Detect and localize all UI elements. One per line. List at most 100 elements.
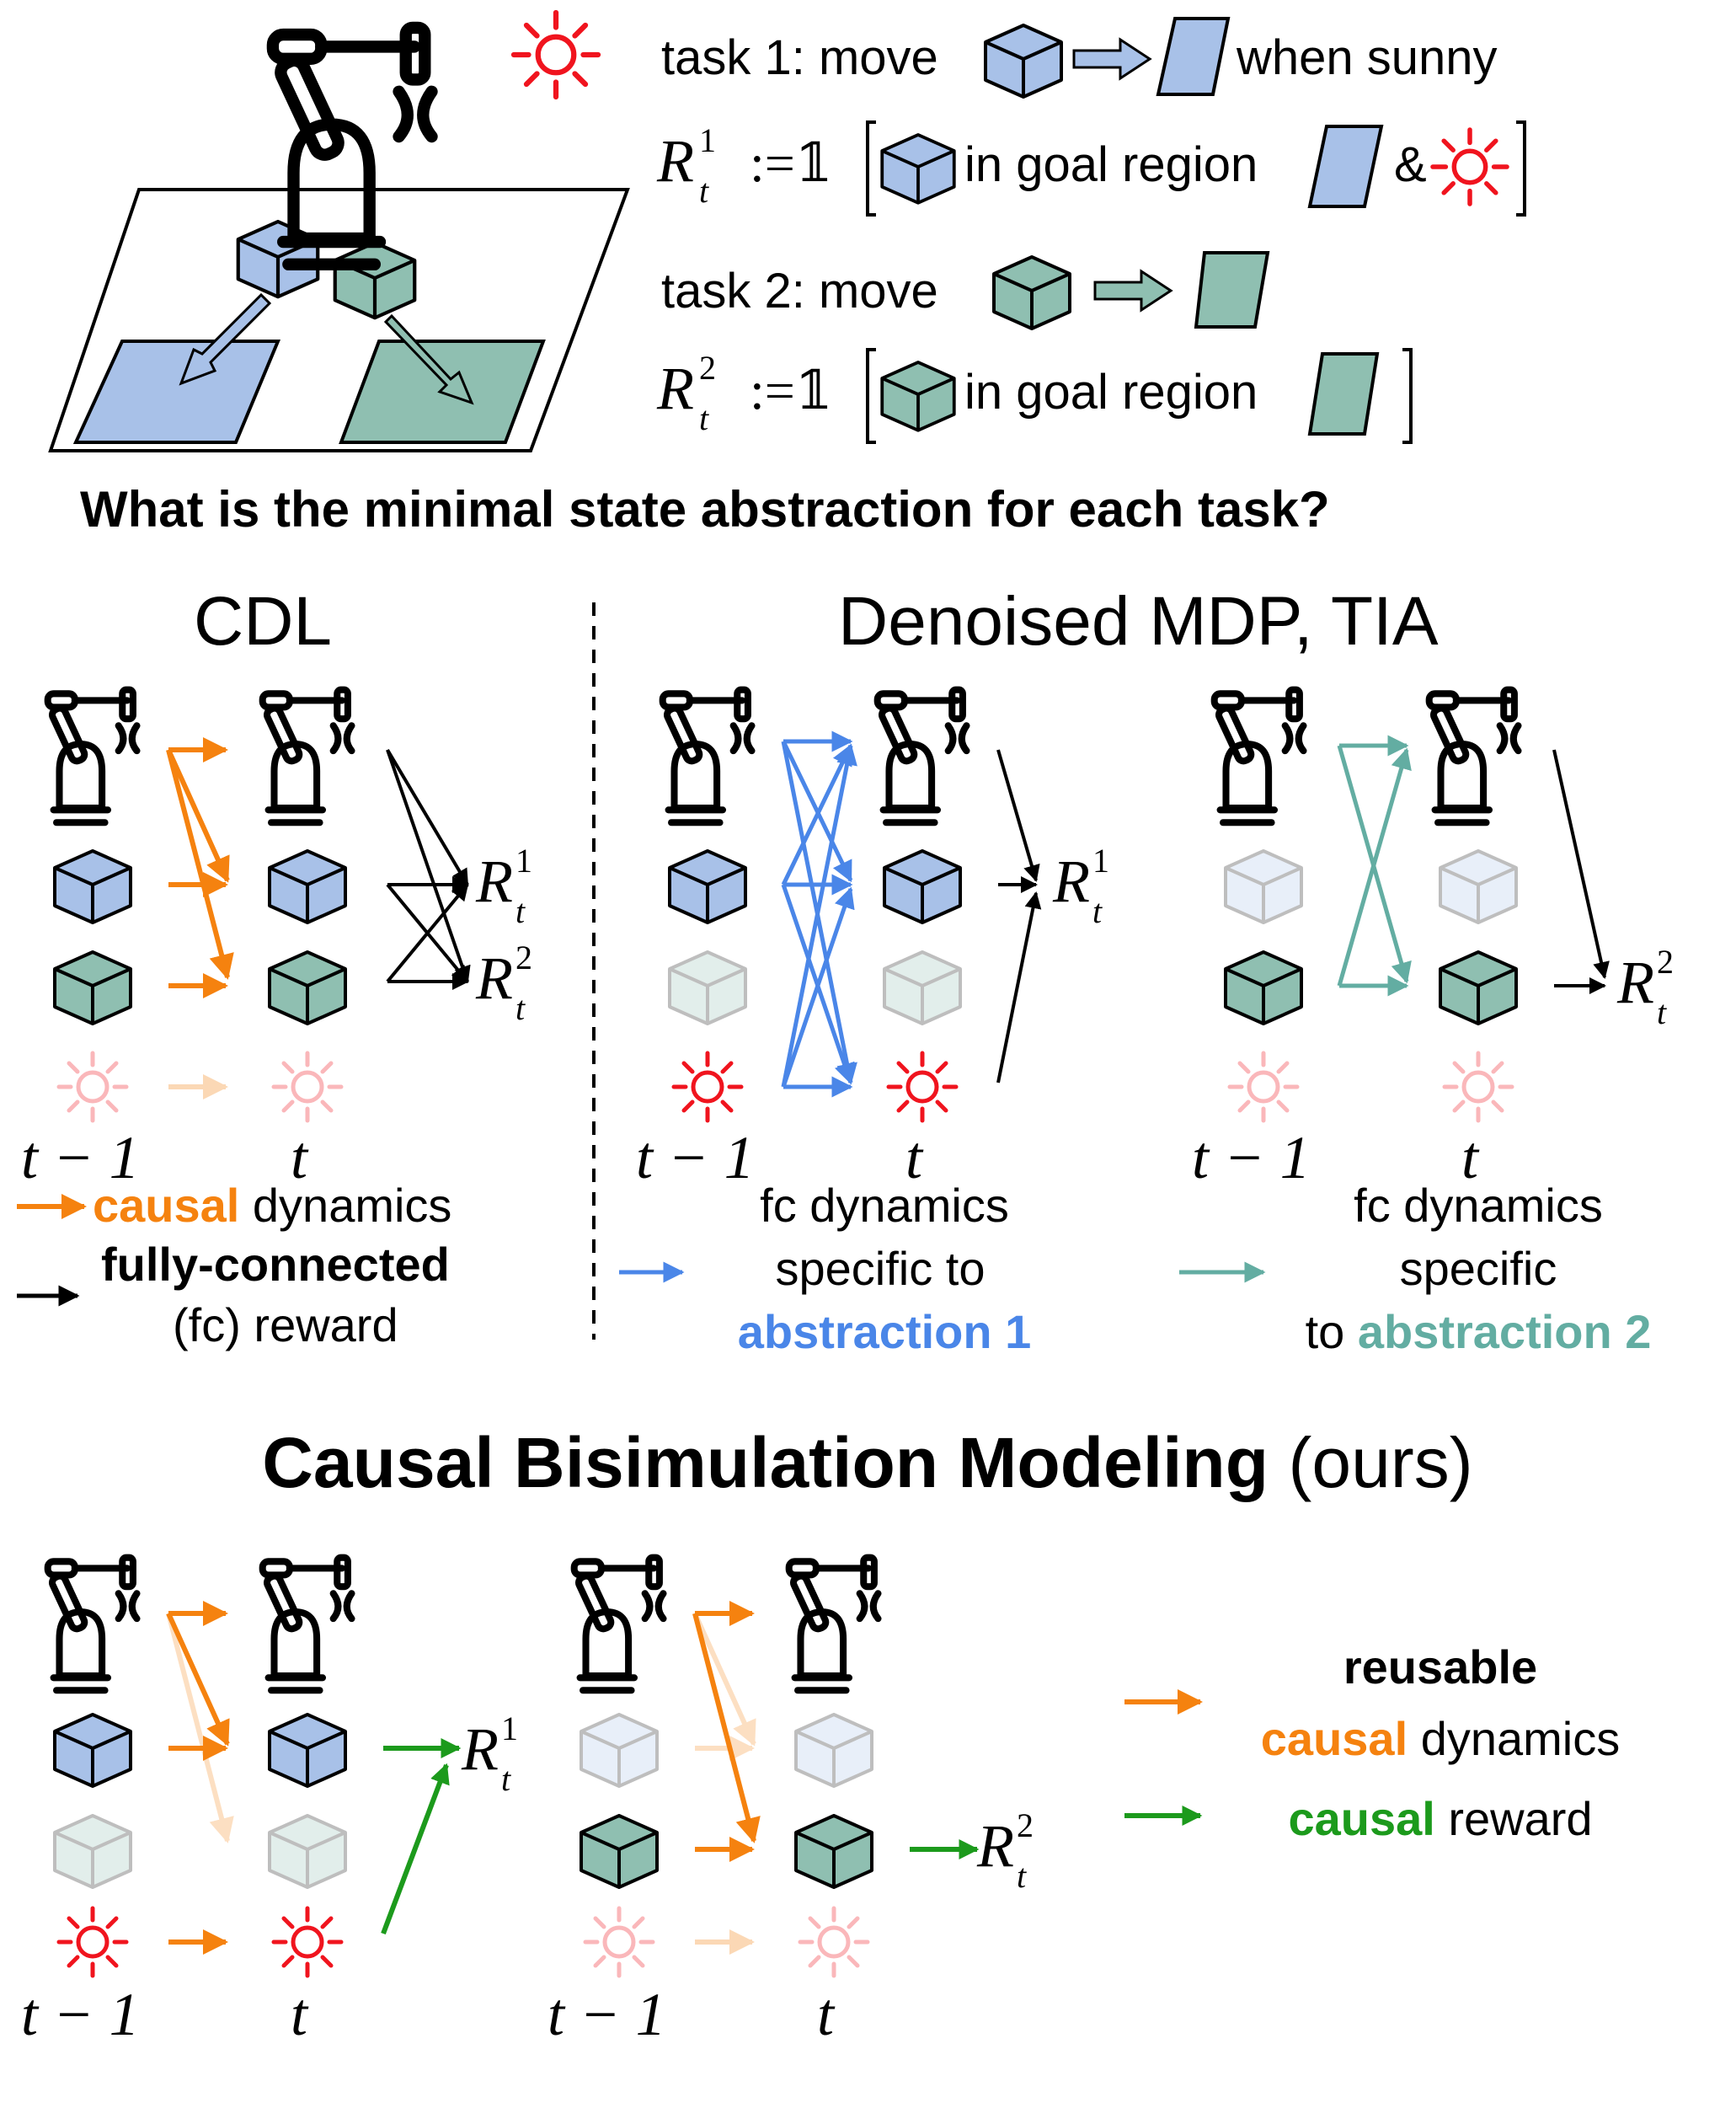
svg-text:t: t xyxy=(1657,993,1667,1031)
svg-text:2: 2 xyxy=(1017,1806,1034,1844)
cbm-title-bold: Causal Bisimulation Modeling xyxy=(262,1423,1269,1502)
robot-arm-icon xyxy=(263,690,352,823)
reward1-assign: :=𝟙 xyxy=(750,133,832,193)
cdl-title: CDL xyxy=(194,583,332,660)
cbm1-causal-arrows xyxy=(166,1601,234,1955)
svg-text:causal dynamics: causal dynamics xyxy=(93,1179,451,1232)
svg-text:R: R xyxy=(461,1715,499,1783)
svg-text:R: R xyxy=(475,848,513,915)
blue-cube-icon xyxy=(984,24,1063,99)
cbm1-time-now: t xyxy=(291,1981,309,2048)
cbm1-causal-reward-arrows xyxy=(381,1738,462,1935)
hollow-arrow-icon xyxy=(1093,269,1173,313)
svg-text:R: R xyxy=(475,944,513,1012)
cbm-legend-reward: reward xyxy=(1448,1792,1592,1845)
cdl-legend-reward: (fc) reward xyxy=(173,1298,398,1351)
blue-cube-icon xyxy=(53,849,132,924)
blue-cube-icon xyxy=(268,1713,347,1788)
cdl-r1-sup: 1 xyxy=(515,842,532,880)
green-cube-icon xyxy=(794,1814,873,1889)
abs1-legend-line1: fc dynamics xyxy=(760,1179,1009,1232)
cdl-legend-fc: fully-connected xyxy=(101,1238,450,1291)
blue-cube-icon xyxy=(1224,849,1303,924)
cdl-time-prev: t − 1 xyxy=(21,1124,140,1191)
abs2-legend-bold: abstraction 2 xyxy=(1358,1305,1652,1358)
cdl-r2-sup: 2 xyxy=(515,939,532,976)
abs1-legend-line3: abstraction 1 xyxy=(738,1305,1032,1358)
denoised-title: Denoised MDP, TIA xyxy=(838,583,1439,660)
reward2-symbol: R xyxy=(656,355,694,422)
cbm-legend-causal-rew: causal xyxy=(1288,1792,1434,1845)
green-cube-icon xyxy=(1224,950,1303,1025)
green-cube-icon xyxy=(880,361,956,432)
green-cube-icon xyxy=(580,1814,659,1889)
reward2-sub: t xyxy=(699,399,709,437)
svg-text:R: R xyxy=(976,1812,1014,1880)
sun-icon xyxy=(889,1053,956,1121)
abstraction2-reward-arrows xyxy=(1552,749,1610,994)
svg-text:1: 1 xyxy=(1092,842,1109,880)
cbm-title-rest: (ours) xyxy=(1288,1423,1472,1502)
reward2-sup: 2 xyxy=(699,349,716,387)
reward1-sup: 1 xyxy=(699,121,716,159)
abstraction1-reward-arrows xyxy=(996,749,1042,1083)
abstraction2-fc-arrows xyxy=(1337,735,1412,997)
sun-icon xyxy=(59,1053,126,1121)
cbm-legend-causal-dyn: causal xyxy=(1261,1712,1407,1765)
svg-text:t: t xyxy=(501,1760,511,1798)
cdl-time-now: t xyxy=(291,1124,309,1191)
hollow-arrow-icon xyxy=(1072,37,1152,81)
cdl-reward-arrows xyxy=(386,748,471,990)
goal-region-icon xyxy=(1156,17,1231,96)
abstraction1-fc-arrows xyxy=(781,730,857,1098)
green-cube-icon xyxy=(268,1814,347,1889)
cbm2-time-prev: t − 1 xyxy=(548,1981,666,2048)
reward1-sub: t xyxy=(699,172,709,210)
abs1-legend-line2: specific to xyxy=(776,1242,986,1295)
svg-text:causal dynamics: causal dynamics xyxy=(1261,1712,1620,1765)
green-cube-icon xyxy=(53,1814,132,1889)
abs2-time-prev: t − 1 xyxy=(1192,1124,1311,1191)
svg-text:Causal Bisimulation Modeling (: Causal Bisimulation Modeling (ours) xyxy=(262,1423,1473,1502)
svg-text:R: R xyxy=(1052,848,1090,915)
blue-cube-icon xyxy=(268,849,347,924)
robot-arm-icon xyxy=(789,1558,879,1691)
reward1-symbol: R xyxy=(656,127,694,195)
robot-arm-icon xyxy=(263,1558,352,1691)
robot-arm-icon xyxy=(878,690,967,823)
svg-text:to abstraction 2: to abstraction 2 xyxy=(1306,1305,1652,1358)
cdl-legend-causal: causal xyxy=(93,1179,239,1232)
blue-cube-icon xyxy=(883,849,962,924)
svg-text:t: t xyxy=(1017,1857,1027,1895)
cdl-r1-sub: t xyxy=(515,892,526,930)
blue-cube-icon xyxy=(53,1713,132,1788)
question-text: What is the minimal state abstraction fo… xyxy=(80,481,1330,538)
cdl-r2-sub: t xyxy=(515,989,526,1027)
robot-arm-icon xyxy=(48,690,137,823)
robot-arm-icon xyxy=(1215,690,1304,823)
green-cube-icon xyxy=(668,950,747,1025)
sun-icon xyxy=(514,13,598,97)
reward1-text: in goal region xyxy=(964,137,1258,192)
hollow-arrow-icon xyxy=(179,292,272,386)
task2-prefix: task 2: move xyxy=(661,264,938,318)
svg-text:2: 2 xyxy=(1657,943,1674,981)
green-cube-icon xyxy=(268,950,347,1025)
cbm1-time-prev: t − 1 xyxy=(21,1981,140,2048)
blue-cube-icon xyxy=(1439,849,1518,924)
cbm2-causal-arrows xyxy=(692,1601,761,1955)
robot-arm-icon xyxy=(48,1558,137,1691)
scene-illustration xyxy=(48,13,630,452)
green-cube-icon xyxy=(883,950,962,1025)
abs2-time-now: t xyxy=(1461,1124,1480,1191)
abs1-time-prev: t − 1 xyxy=(636,1124,755,1191)
blue-cube-icon xyxy=(580,1713,659,1788)
goal-region-icon xyxy=(1194,251,1270,329)
sun-icon xyxy=(274,1908,341,1976)
sun-icon xyxy=(1230,1053,1297,1121)
task1-suffix: when sunny xyxy=(1236,30,1498,85)
task1-prefix: task 1: move xyxy=(661,30,938,85)
cbm-legend-reusable: reusable xyxy=(1343,1640,1537,1693)
green-cube-icon xyxy=(1439,950,1518,1025)
sun-icon xyxy=(59,1908,126,1976)
